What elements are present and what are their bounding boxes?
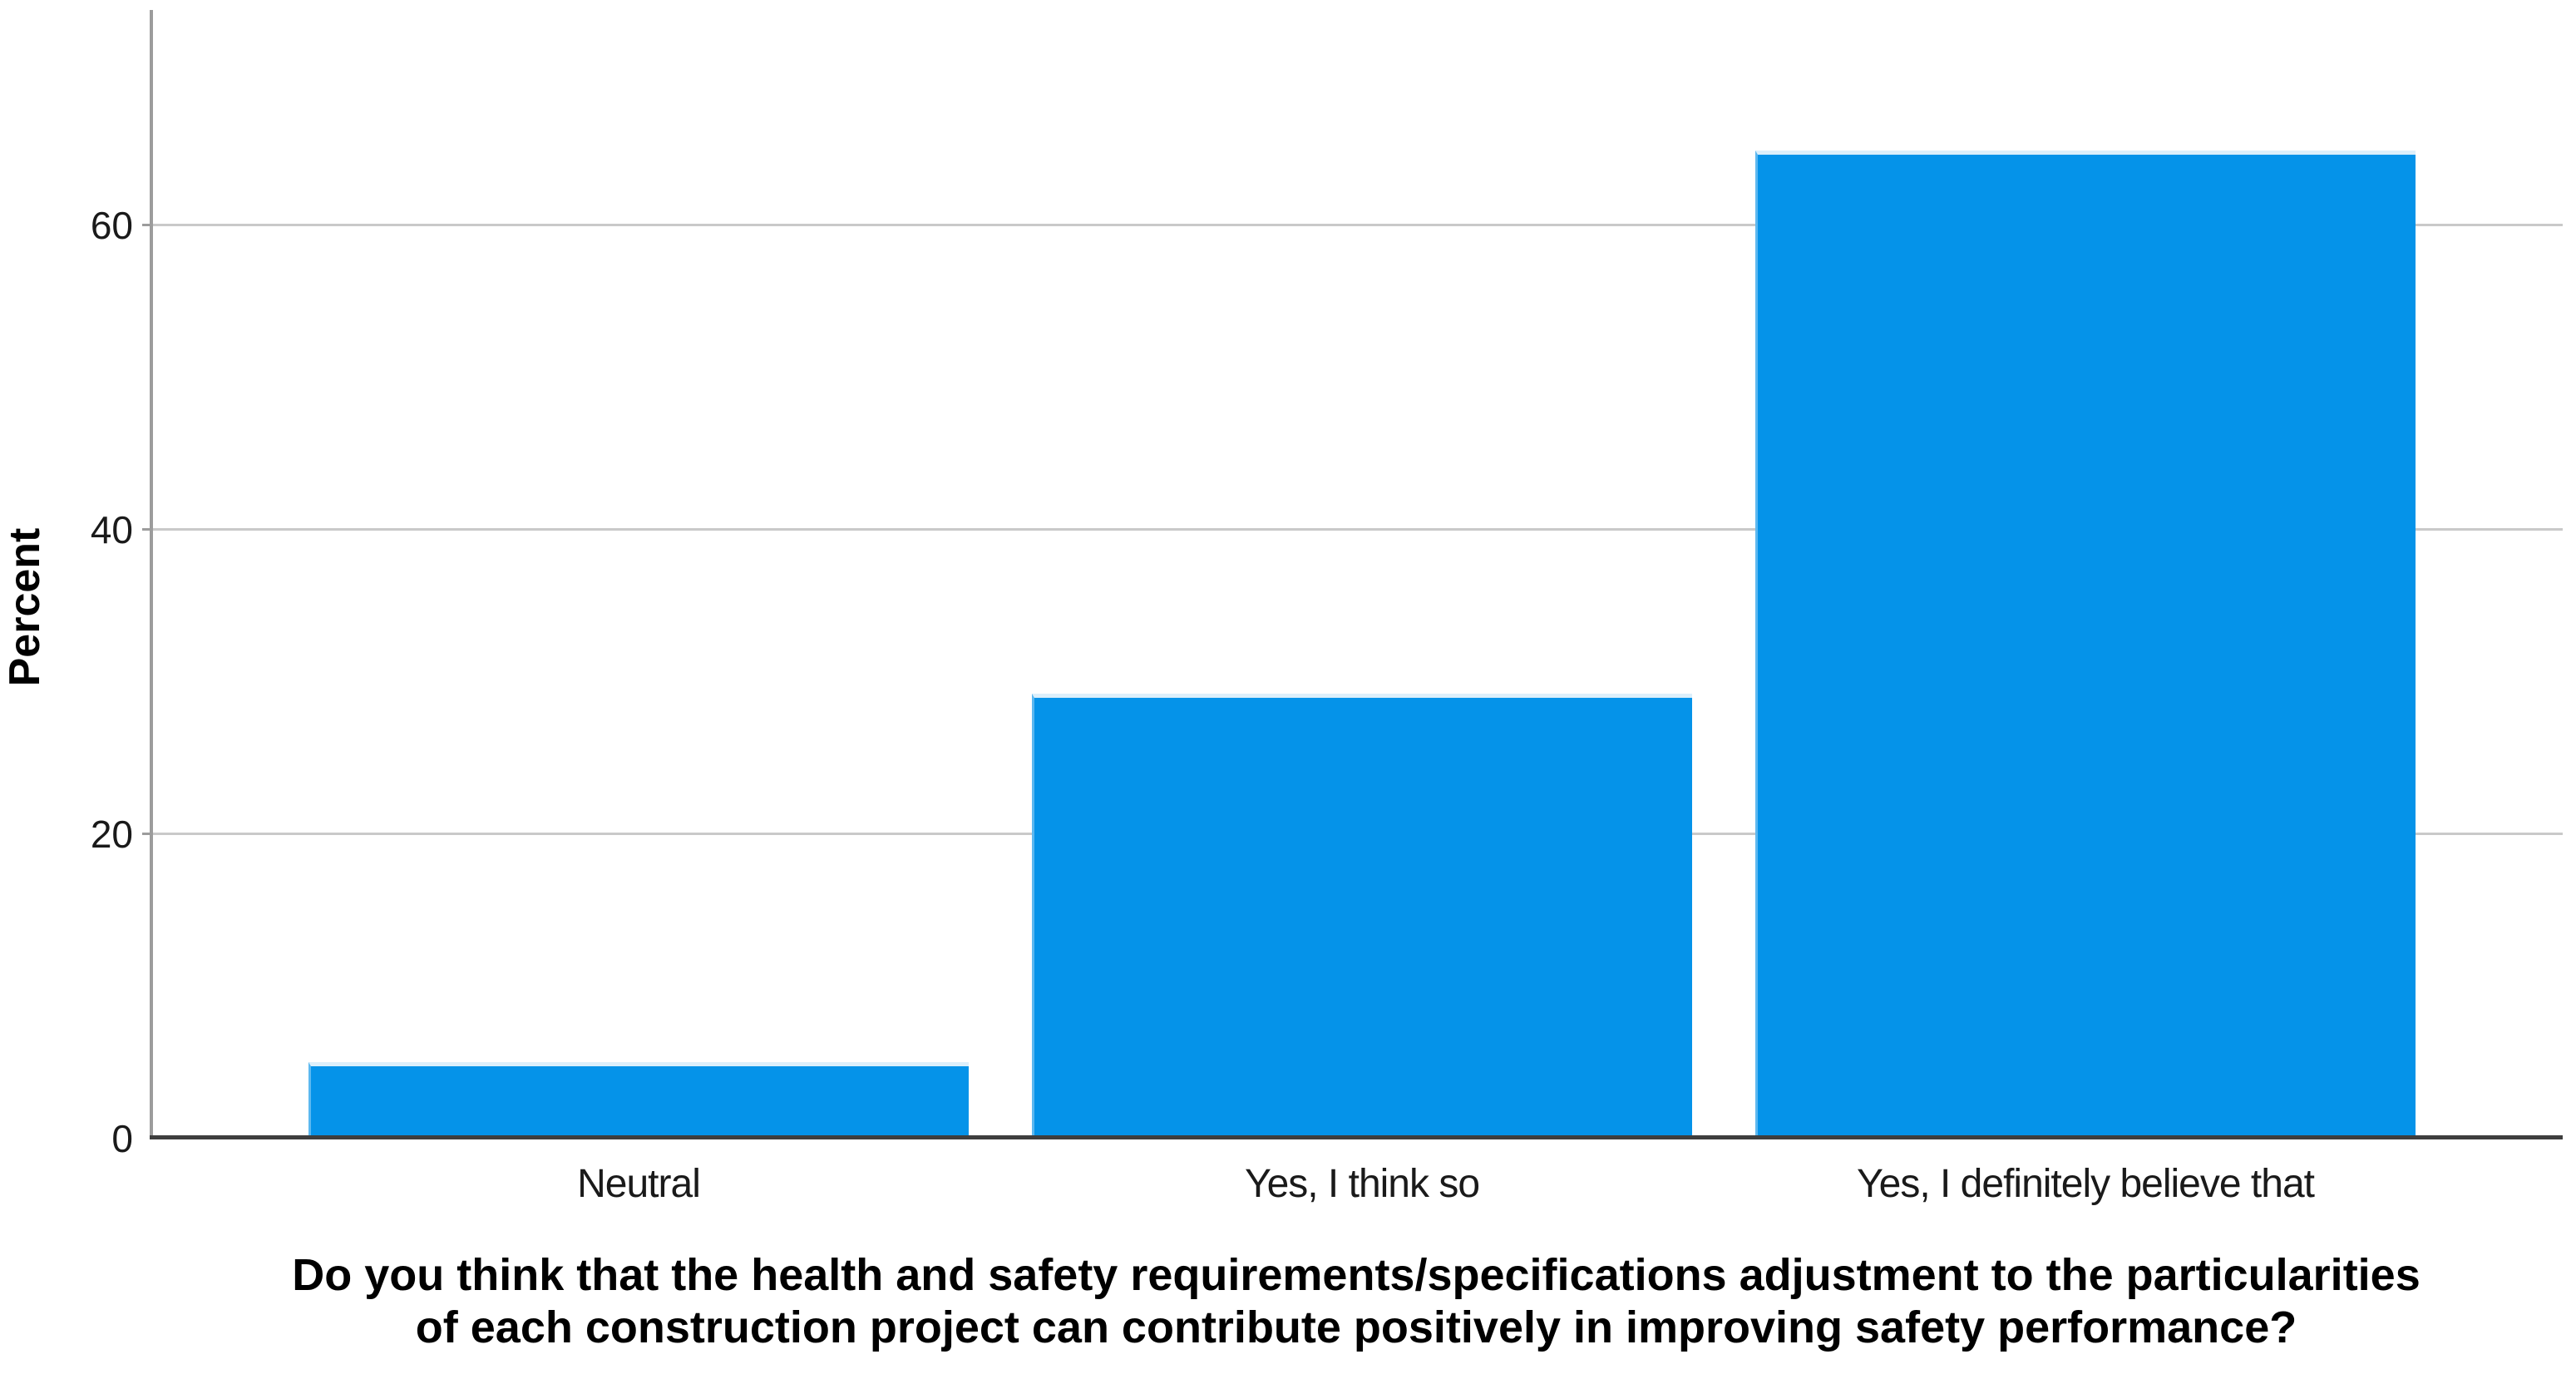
bar-1 [308,1062,969,1139]
y-tick-label-60: 60 [90,204,133,248]
y-axis-line [150,10,153,1138]
x-tick-label-1: Neutral [577,1162,701,1206]
gridline-60 [150,224,2563,227]
x-axis-line [150,1135,2563,1139]
gridline-40 [150,528,2563,531]
chart-title-line-2: of each construction project can contrib… [415,1302,2297,1352]
y-tickmark-40 [142,528,150,531]
x-tick-labels: Neutral Yes, I think so Yes, I definitely … [150,1161,2563,1219]
chart-title: Do you think that the health and safety … [192,1249,2520,1354]
y-tick-label-20: 20 [90,813,133,856]
x-tick-label-2: Yes, I think so [1244,1162,1480,1206]
y-tick-labels: 0 20 40 60 [0,10,133,1160]
bar-2 [1032,694,1692,1139]
plot-area [142,10,2563,1139]
bar-3 [1755,151,2416,1139]
y-tickmark-20 [142,833,150,835]
x-tick-label-3: Yes, I definitely believe that [1857,1162,2315,1206]
y-tick-label-0: 0 [111,1117,133,1160]
y-tick-label-40: 40 [90,508,133,552]
y-tickmark-60 [142,224,150,227]
chart-title-line-1: Do you think that the health and safety … [292,1250,2421,1300]
